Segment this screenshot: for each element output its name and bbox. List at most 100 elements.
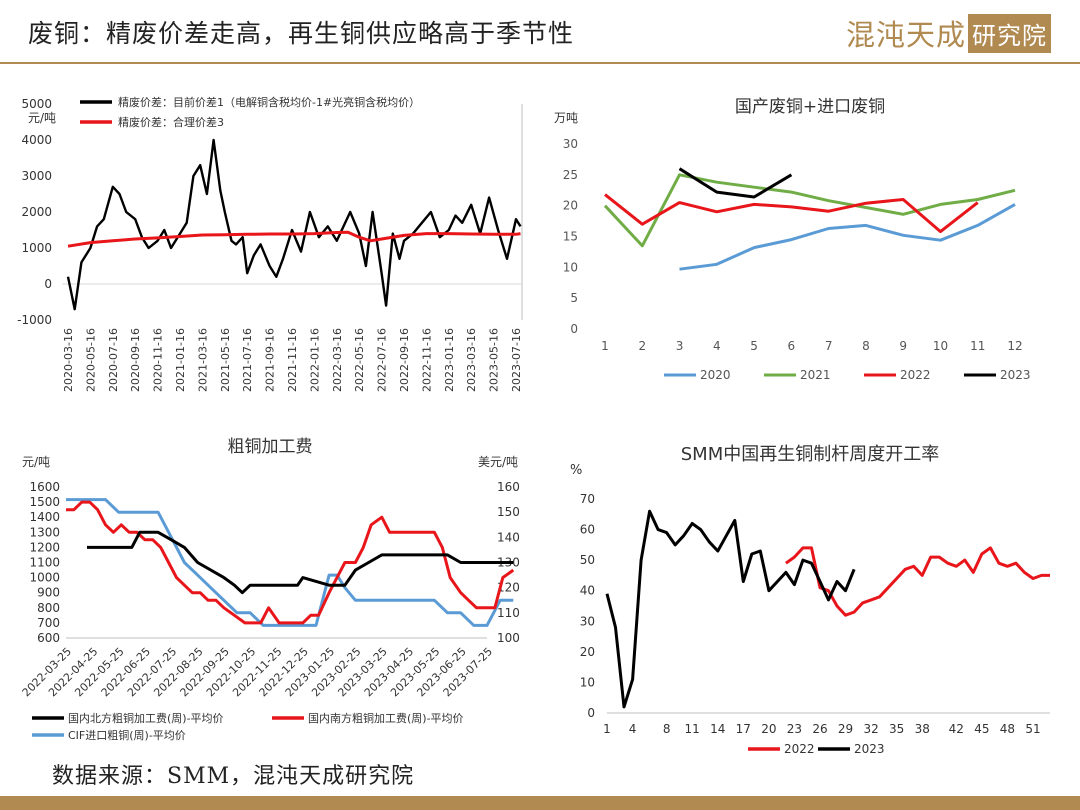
legend-label: CIF进口粗铜(周)-平均价 — [68, 728, 186, 742]
y-unit-label: % — [570, 463, 582, 478]
y-unit-label: 元/吨 — [28, 111, 56, 125]
y-left-tick-label: 700 — [37, 616, 60, 630]
x-tick-label: 2021-03-16 — [196, 328, 209, 392]
series-line-2021 — [603, 173, 1016, 248]
x-tick-label: 2021-09-16 — [264, 328, 277, 392]
series-line-south-tc — [66, 500, 515, 625]
legend-label: 2022 — [900, 368, 931, 382]
y-left-tick-label: 1000 — [29, 571, 60, 585]
x-tick-label: 12 — [1007, 339, 1022, 353]
x-tick-label: 2020-07-16 — [107, 328, 120, 392]
x-tick-label: 2020-11-16 — [152, 328, 165, 392]
series-line-cif-import — [66, 498, 514, 627]
x-tick-label: 26 — [812, 722, 827, 736]
series-line-2023 — [605, 509, 856, 709]
y-tick-label: 20 — [580, 645, 595, 659]
y-left-tick-label: 900 — [37, 586, 60, 600]
legend-label: 2022 — [784, 742, 815, 756]
y-left-tick-label: 800 — [37, 601, 60, 615]
legend-label: 精废价差：目前价差1（电解铜含税均价-1#光亮铜含税均价） — [118, 95, 420, 109]
y-tick-label: 15 — [563, 230, 578, 244]
series-line-fair-spread — [67, 230, 521, 248]
x-tick-label: 2022-09-16 — [398, 328, 411, 392]
x-tick-label: 4 — [629, 722, 637, 736]
x-tick-label: 2021-11-16 — [286, 328, 299, 392]
x-tick-label: 2020-09-16 — [129, 328, 142, 392]
chart-title: SMM中国再生铜制杆周度开工率 — [681, 444, 940, 465]
y-left-tick-label: 1100 — [29, 556, 60, 570]
x-tick-label: 20 — [761, 722, 776, 736]
chart-title: 国产废铜+进口废铜 — [735, 97, 885, 117]
x-tick-label: 2 — [638, 339, 646, 353]
legend-label: 2021 — [800, 368, 831, 382]
legend-label: 2020 — [700, 368, 731, 382]
logo-main-text: 混沌天成 — [846, 18, 967, 52]
y-right-tick-label: 120 — [497, 581, 520, 595]
y-left-tick-label: 1300 — [29, 525, 60, 539]
y-tick-label: 2000 — [21, 205, 52, 219]
y-unit-right-label: 美元/吨 — [478, 455, 518, 469]
x-tick-label: 2023-01-16 — [443, 328, 456, 392]
y-left-tick-label: 600 — [37, 631, 60, 645]
series-line-2020 — [679, 203, 1016, 271]
y-tick-label: 50 — [580, 553, 595, 567]
y-right-tick-label: 100 — [497, 631, 520, 645]
brand-logo: 混沌天成 研究院 — [846, 12, 1052, 54]
y-tick-label: 30 — [563, 137, 578, 151]
y-tick-label: 1000 — [21, 241, 52, 255]
header-divider — [0, 62, 1080, 64]
x-tick-label: 2022-11-16 — [420, 328, 433, 392]
x-tick-label: 48 — [1000, 722, 1015, 736]
x-tick-label: 14 — [710, 722, 725, 736]
y-tick-label: 0 — [570, 322, 578, 336]
x-tick-label: 17 — [736, 722, 751, 736]
x-tick-label: 2022-07-16 — [376, 328, 389, 392]
y-tick-label: 3000 — [21, 169, 52, 183]
y-tick-label: 25 — [563, 168, 578, 182]
x-tick-label: 2021-05-16 — [219, 328, 232, 392]
chart-title: 粗铜加工费 — [228, 437, 313, 457]
legend-label: 国内南方粗铜加工费(周)-平均价 — [308, 711, 464, 725]
series-line-2023 — [678, 167, 793, 199]
x-tick-label: 2020-05-16 — [84, 328, 97, 392]
x-tick-label: 4 — [713, 339, 721, 353]
x-tick-label: 32 — [863, 722, 878, 736]
x-tick-label: 2023-03-16 — [465, 328, 478, 392]
y-left-tick-label: 1200 — [29, 540, 60, 554]
series-line-north-tc — [87, 530, 514, 595]
y-tick-label: 20 — [563, 199, 578, 213]
y-tick-label: 70 — [580, 492, 595, 506]
y-tick-label: 10 — [580, 675, 595, 689]
x-tick-label: 45 — [974, 722, 989, 736]
y-tick-label: -1000 — [17, 313, 52, 327]
y-left-tick-label: 1600 — [29, 480, 60, 494]
x-tick-label: 11 — [970, 339, 985, 353]
y-tick-label: 0 — [587, 706, 595, 720]
legend-label: 国内北方粗铜加工费(周)-平均价 — [68, 711, 224, 725]
y-left-tick-label: 1400 — [29, 510, 60, 524]
y-tick-label: 40 — [580, 584, 595, 598]
x-tick-label: 2022-05-16 — [353, 328, 366, 392]
y-tick-label: 0 — [44, 277, 52, 291]
page-title: 废铜：精废价差走高，再生铜供应略高于季节性 — [28, 19, 575, 48]
y-unit-label: 万吨 — [554, 111, 578, 125]
x-tick-label: 29 — [838, 722, 853, 736]
y-right-tick-label: 160 — [497, 480, 520, 494]
x-tick-label: 5 — [750, 339, 758, 353]
x-tick-label: 3 — [676, 339, 684, 353]
x-tick-label: 7 — [825, 339, 833, 353]
y-right-tick-label: 110 — [497, 606, 520, 620]
x-tick-label: 2020-03-16 — [62, 328, 75, 392]
legend-label: 2023 — [854, 742, 885, 756]
x-tick-label: 35 — [889, 722, 904, 736]
y-left-tick-label: 1500 — [29, 495, 60, 509]
logo-box-text: 研究院 — [968, 13, 1052, 53]
y-tick-label: 30 — [580, 614, 595, 628]
x-tick-label: 2021-07-16 — [241, 328, 254, 392]
series-line-2022 — [785, 546, 1050, 617]
y-tick-label: 5000 — [21, 97, 52, 111]
x-tick-label: 23 — [787, 722, 802, 736]
